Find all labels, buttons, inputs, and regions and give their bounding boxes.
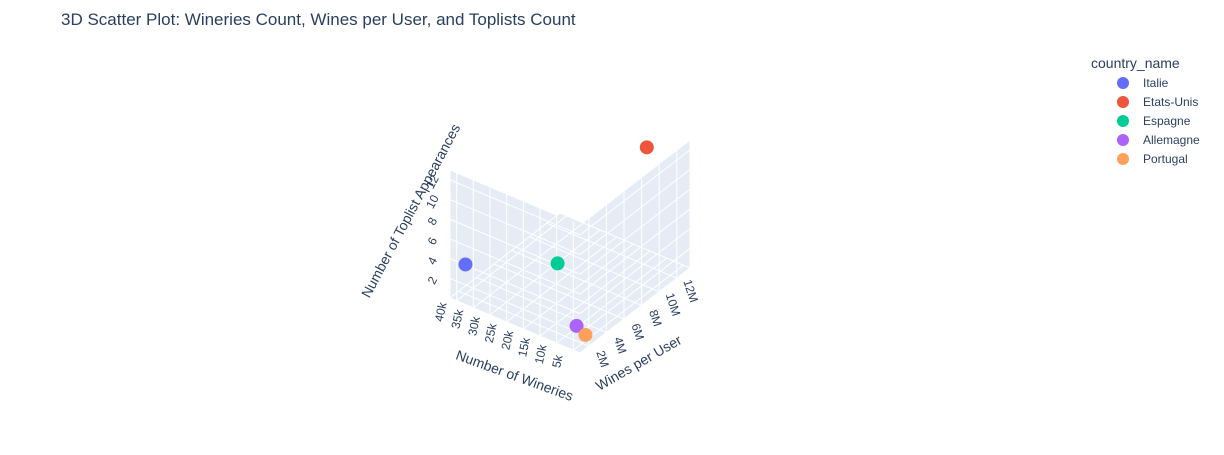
y-tick-label: 10M bbox=[663, 291, 684, 318]
z-tick-label: 4 bbox=[425, 254, 441, 267]
data-point[interactable] bbox=[458, 257, 473, 272]
legend-item[interactable]: Portugal bbox=[1117, 152, 1188, 166]
grid-line-z bbox=[449, 199, 581, 255]
legend-label: Italie bbox=[1143, 76, 1169, 90]
z-tick-label: 10 bbox=[423, 192, 442, 211]
legend-marker bbox=[1117, 134, 1129, 146]
z-axis-title: Number of Toplist Appearances bbox=[358, 121, 463, 300]
grid-line-x bbox=[506, 236, 617, 323]
grid-lines bbox=[449, 149, 691, 351]
grid-line-y bbox=[493, 263, 625, 320]
legend-label: Etats-Unis bbox=[1143, 95, 1198, 109]
grid-line-x bbox=[456, 215, 567, 302]
y-tick-label: 6M bbox=[629, 322, 647, 342]
y-tick-label: 4M bbox=[611, 335, 629, 355]
grid-line-x bbox=[523, 243, 634, 330]
legend-marker bbox=[1117, 153, 1129, 165]
y-tick-label: 8M bbox=[646, 308, 664, 328]
grid-line-z bbox=[449, 179, 581, 236]
data-point[interactable] bbox=[578, 327, 593, 342]
x-tick-label: 40k bbox=[432, 300, 450, 323]
grid-line-y bbox=[546, 222, 677, 279]
grid-line-z bbox=[579, 149, 691, 236]
legend-item[interactable]: Allemagne bbox=[1117, 133, 1200, 147]
grid-line-z bbox=[449, 238, 581, 295]
x-tick-label: 5k bbox=[549, 353, 566, 369]
legend-item[interactable]: Etats-Unis bbox=[1117, 95, 1198, 109]
grid-line-y bbox=[511, 249, 642, 306]
legend-item[interactable]: Espagne bbox=[1117, 114, 1191, 128]
z-tick-label: 6 bbox=[425, 235, 441, 248]
y-tick-label: 12M bbox=[680, 278, 701, 305]
grid-line-y bbox=[476, 277, 607, 334]
legend-item[interactable]: Italie bbox=[1117, 76, 1169, 90]
legend-marker bbox=[1117, 77, 1129, 89]
grid-line-x bbox=[473, 222, 584, 309]
data-point[interactable] bbox=[569, 318, 584, 333]
x-tick-label: 25k bbox=[482, 321, 500, 344]
legend-marker bbox=[1117, 96, 1129, 108]
data-point[interactable] bbox=[550, 256, 565, 271]
grid-line-z bbox=[579, 228, 691, 315]
x-tick-label: 15k bbox=[515, 335, 533, 358]
data-point[interactable] bbox=[639, 140, 654, 155]
grid-line-y bbox=[458, 290, 589, 347]
legend-marker bbox=[1117, 115, 1129, 127]
legend-label: Espagne bbox=[1143, 114, 1191, 128]
z-tick-label: 8 bbox=[425, 215, 441, 228]
grid-line-x bbox=[489, 229, 601, 316]
x-tick-label: 30k bbox=[465, 314, 483, 337]
pane-floor bbox=[449, 212, 691, 354]
x-tick-label: 35k bbox=[449, 307, 467, 330]
legend[interactable]: country_name Italie Etats-Unis Espagne Alle… bbox=[1091, 55, 1200, 166]
grid-line-z bbox=[579, 208, 691, 295]
legend-title: country_name bbox=[1091, 55, 1180, 71]
x-tick-label: 20k bbox=[499, 328, 517, 351]
legend-label: Portugal bbox=[1143, 152, 1188, 166]
grid-line-z bbox=[449, 258, 581, 315]
grid-line-z bbox=[579, 247, 691, 334]
y-tick-label: 2M bbox=[593, 349, 611, 369]
grid-line-z bbox=[579, 188, 691, 275]
z-tick-label: 12 bbox=[423, 173, 442, 192]
grid-line-y bbox=[529, 236, 660, 293]
x-tick-label: 10k bbox=[532, 342, 550, 365]
grid-line-x bbox=[539, 250, 651, 337]
legend-label: Allemagne bbox=[1143, 133, 1200, 147]
grid-line-z bbox=[449, 277, 581, 334]
grid-line-z bbox=[579, 169, 691, 255]
data-points bbox=[458, 140, 654, 342]
z-tick-label: 2 bbox=[425, 274, 441, 287]
chart-title: 3D Scatter Plot: Wineries Count, Wines p… bbox=[61, 10, 576, 29]
